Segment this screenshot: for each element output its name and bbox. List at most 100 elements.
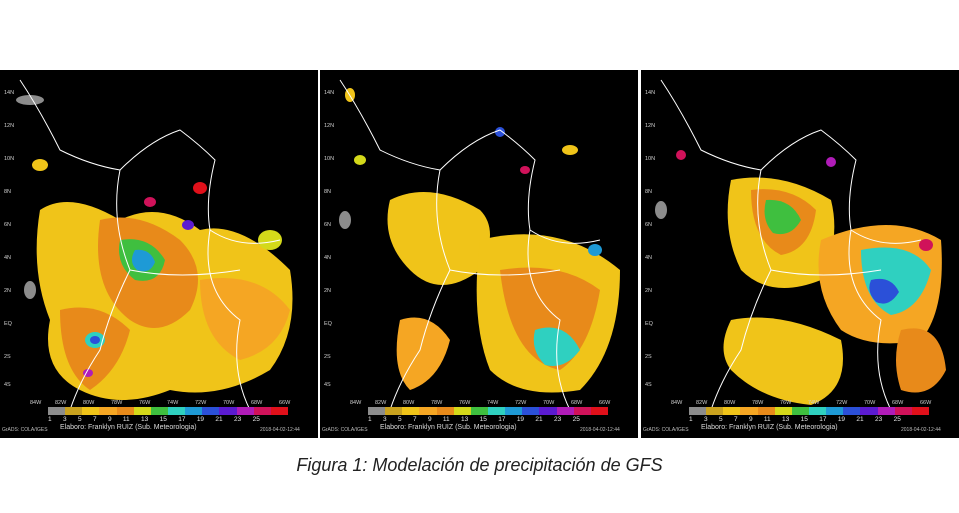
lat-label: EQ: [645, 321, 653, 327]
colorbar-tick-label: 3: [703, 416, 708, 423]
colorbar-tick-label: 23: [875, 416, 883, 423]
lat-label: 4S: [4, 382, 11, 388]
lat-label: 12N: [645, 123, 656, 129]
colorbar-swatch: [419, 407, 437, 415]
colorbar-tick-label: 17: [178, 416, 186, 423]
colorbar-tick-label: 21: [535, 416, 543, 423]
lon-label: 76W: [139, 400, 151, 406]
colorbar-swatch: [82, 407, 100, 415]
colorbar-swatch: [757, 407, 775, 415]
colorbar-swatch: [368, 407, 386, 415]
colorbar-swatch: [202, 407, 220, 415]
credit-text: Elaboro: Franklyn RUIZ (Sub. Meteorologi…: [701, 424, 838, 431]
lon-label: 76W: [459, 400, 471, 406]
lon-label: 78W: [752, 400, 764, 406]
lat-label: 8N: [4, 189, 12, 195]
lon-label: 78W: [431, 400, 443, 406]
country-borders: [660, 79, 922, 411]
colorbar-swatch: [522, 407, 540, 415]
country-borders: [19, 79, 281, 411]
colorbar-tick-label: 7: [92, 416, 97, 423]
lon-label: 68W: [892, 400, 904, 406]
lon-label: 66W: [920, 400, 932, 406]
lat-label: 8N: [324, 189, 332, 195]
colorbar-swatch: [689, 407, 707, 415]
colorbar-tick-label: 3: [382, 416, 387, 423]
colorbar-swatch: [436, 407, 454, 415]
colorbar-tick-label: 9: [427, 416, 432, 423]
colorbar-tick-label: 11: [122, 416, 130, 423]
colorbar-swatch: [590, 407, 608, 415]
lat-label: 14N: [324, 90, 335, 96]
lat-label: 12N: [4, 123, 15, 129]
precip-field: [339, 88, 620, 393]
colorbar-tick-label: 25: [572, 416, 580, 423]
timestamp-text: 2018-04-02-12:44: [901, 427, 941, 433]
colorbar-tick-label: 19: [196, 416, 205, 423]
lat-label: 4S: [645, 382, 652, 388]
lat-label: EQ: [324, 321, 332, 327]
lon-label: 70W: [543, 400, 555, 406]
lon-label: 78W: [111, 400, 123, 406]
colorbar-swatch: [116, 407, 134, 415]
lon-label: 80W: [83, 400, 95, 406]
lat-label: 2S: [4, 354, 11, 360]
lon-label: 66W: [279, 400, 291, 406]
colorbar-swatch: [894, 407, 912, 415]
colorbar-tick-label: 9: [748, 416, 753, 423]
lon-label: 68W: [571, 400, 583, 406]
colorbar-tick-label: 5: [397, 416, 402, 423]
lon-label: 74W: [487, 400, 499, 406]
lon-label: 84W: [350, 400, 362, 406]
lat-label: 6N: [324, 222, 332, 228]
colorbar-swatch: [99, 407, 117, 415]
colorbar-swatch: [723, 407, 741, 415]
colorbar-tick-label: 3: [62, 416, 67, 423]
colorbar-tick-label: 13: [461, 416, 469, 423]
lat-label: 10N: [645, 156, 656, 162]
colorbar-swatch: [402, 407, 420, 415]
colorbar-swatch: [185, 407, 203, 415]
lon-label: 82W: [55, 400, 67, 406]
colorbar-swatch: [843, 407, 861, 415]
colorbar-swatch: [385, 407, 403, 415]
colorbar-swatch: [539, 407, 557, 415]
precip-field: [16, 95, 293, 400]
colorbar-swatch: [556, 407, 574, 415]
colorbar-swatch: [167, 407, 186, 415]
colorbar-tick-label: 25: [252, 416, 260, 423]
lon-label: 74W: [167, 400, 179, 406]
colorbar-swatch: [470, 407, 488, 415]
precip-map-panel-1: 14N 12N 10N 8N 6N 4N 2N EQ 2S 4S 84W 82W…: [0, 70, 318, 438]
colorbar-swatch: [573, 407, 591, 415]
lat-label: 8N: [645, 189, 653, 195]
lon-label: 74W: [808, 400, 820, 406]
colorbar: [689, 407, 929, 415]
lon-label: 70W: [223, 400, 235, 406]
lon-label: 82W: [696, 400, 708, 406]
colorbar-tick-label: 1: [48, 416, 52, 423]
lat-label: 6N: [4, 222, 12, 228]
colorbar-tick-label: 15: [159, 416, 167, 423]
precip-map-panel-3: 14N 12N 10N 8N 6N 4N 2N EQ 2S 4S 84W 82W…: [641, 70, 959, 438]
lat-label: 4N: [324, 255, 332, 261]
lat-label: 2S: [324, 354, 331, 360]
lat-label: 14N: [4, 90, 15, 96]
colorbar-tick-label: 9: [107, 416, 112, 423]
colorbar-tick-label: 17: [819, 416, 827, 423]
colorbar-swatch: [65, 407, 83, 415]
colorbar-swatch: [740, 407, 758, 415]
lon-label: 66W: [599, 400, 611, 406]
precip-map-2: [339, 79, 620, 411]
precip-map-3: [655, 79, 946, 411]
colorbar-swatch: [236, 407, 254, 415]
lon-label: 72W: [515, 400, 527, 406]
precip-map-panel-2: 14N 12N 10N 8N 6N 4N 2N EQ 2S 4S 84W 82W…: [320, 70, 638, 438]
colorbar-swatch: [270, 407, 288, 415]
lat-label: 4S: [324, 382, 331, 388]
colorbar-swatch: [48, 407, 66, 415]
colorbar-tick-label: 17: [498, 416, 506, 423]
credit-text: Elaboro: Franklyn RUIZ (Sub. Meteorologi…: [380, 424, 517, 431]
colorbar-tick-label: 1: [689, 416, 693, 423]
colorbar-swatch: [133, 407, 151, 415]
